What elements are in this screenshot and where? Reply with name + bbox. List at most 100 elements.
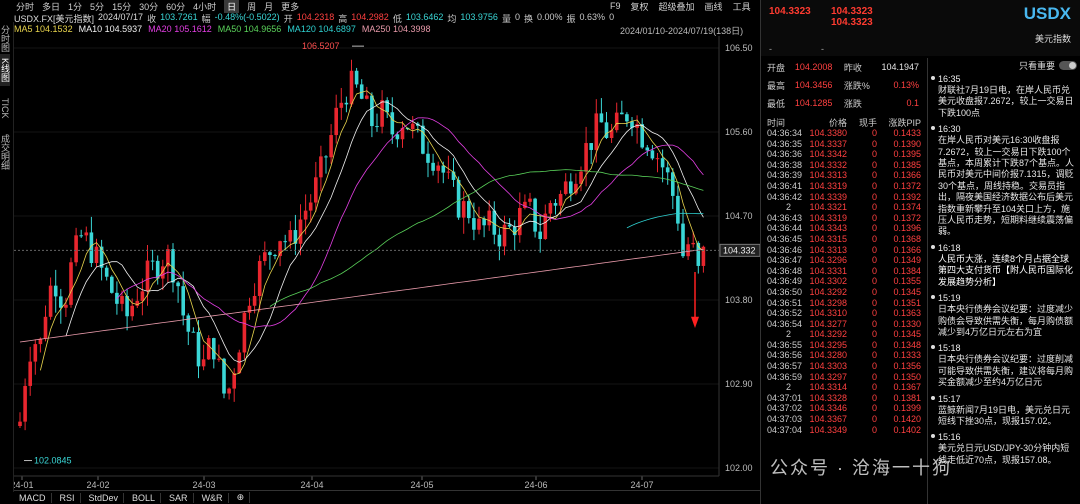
candle-body (359, 84, 364, 99)
menu-item-3[interactable]: 画线 (704, 1, 723, 12)
candle-body (497, 234, 502, 247)
candle-body (38, 338, 43, 345)
period-11[interactable]: 更多 (281, 1, 300, 12)
menu-item-2[interactable]: 超级叠加 (658, 1, 695, 12)
candle-body (431, 162, 435, 171)
news-body: 蓝鲸新闻7月19日电，美元兑日元短线下挫30点，现报157.02。 (938, 404, 1071, 426)
tick-price: 104.3313 (809, 170, 847, 181)
period-1[interactable]: 多日 (42, 1, 61, 12)
news-time: 15:18 (938, 343, 961, 354)
tick-row: 2 104.3292 0 0.1345 (761, 329, 926, 340)
ma-legend-1: MA10 104.5937 (79, 24, 143, 36)
candle-body (176, 282, 180, 287)
arrow-head-icon (691, 316, 699, 328)
symbol-name: 美元指数 (1034, 34, 1071, 44)
candle-body (181, 286, 185, 316)
tick-price: 104.3319 (809, 212, 847, 223)
indicator-tab-4[interactable]: SAR (164, 492, 194, 503)
period-9[interactable]: 周 (247, 1, 257, 12)
tab-trade-detail[interactable]: 成交明细 (0, 134, 10, 170)
tick-price: 104.3303 (809, 361, 847, 372)
news-dot-icon (931, 295, 935, 300)
candle-body (33, 344, 38, 362)
period-5[interactable]: 30分 (139, 1, 159, 12)
menu-item-4[interactable]: 工具 (732, 1, 751, 12)
news-item[interactable]: 15:19 日本央行债券会议纪要：过度减少购债会导致供需失衡，每月购债额减少到4万… (928, 291, 1080, 341)
tick-price: 104.3310 (809, 308, 847, 319)
tick-time: 04:36:49 (767, 276, 803, 287)
menu-item-0[interactable]: F9 (610, 1, 621, 11)
tab-tick[interactable]: TICK (0, 97, 10, 119)
news-item[interactable]: 15:16 美元兑日元USD/JPY-30分钟内短线走低近70点，现报157.08… (928, 430, 1080, 469)
quote-info-line: USDX.FX[美元指数] 2024/07/17 收 103.7261 幅 -0.4… (14, 12, 764, 24)
candle-body (48, 285, 53, 317)
ma-legend-5: MA250 104.3998 (362, 24, 431, 36)
tab-timeshare[interactable]: 分时图 (0, 24, 10, 52)
important-toggle[interactable]: 只看重要 (928, 58, 1080, 72)
news-body: 美元兑日元USD/JPY-30分钟内短线走低近70点，现报157.08。 (938, 443, 1070, 465)
indicator-tab-5[interactable]: W&R (197, 492, 229, 503)
news-item[interactable]: 16:18 人民币大涨，连续8个月占据全球第四大支付货币【附人民币国际化发展趋势分… (928, 241, 1080, 291)
tick-pip: 0.1392 (893, 191, 921, 202)
tick-price: 104.3319 (809, 180, 847, 191)
tick-time: 2 (785, 202, 791, 213)
stats-value: 104.2008 (794, 62, 833, 72)
candle-body (441, 165, 446, 173)
tick-time: 04:36:45 (767, 233, 803, 244)
period-0[interactable]: 分时 (16, 1, 35, 12)
tick-price: 104.3349 (809, 424, 847, 435)
period-4[interactable]: 15分 (112, 1, 132, 12)
candle-body (665, 167, 670, 173)
tick-list[interactable]: 时间 价格 现手 涨跌PIP 04:36:34 104.3380 0 0.1433 04… (761, 116, 926, 504)
news-time: 15:16 (938, 432, 961, 443)
period-3[interactable]: 5分 (90, 1, 105, 12)
news-item[interactable]: 16:30 在岸人民币对美元16:30收盘报7.2672，较上一交易日下跌100个… (928, 122, 1080, 241)
candle-body (94, 246, 99, 264)
indicator-tab-2[interactable]: StdDev (84, 492, 125, 503)
candle-body (558, 193, 563, 206)
period-2[interactable]: 1分 (68, 1, 83, 12)
ma-label: MA120 (287, 24, 316, 34)
tick-row: 04:36:42 104.3339 0 0.1392 (761, 192, 926, 203)
candle-body (303, 210, 308, 220)
dash-right: - (821, 44, 824, 54)
period-10[interactable]: 月 (264, 1, 274, 12)
tick-time: 04:36:48 (767, 265, 803, 276)
kline-chart[interactable]: 106.50 105.60 104.70 103.80 102.90 102.00 24-0… (10, 36, 761, 490)
news-item[interactable]: 15:18 日本央行债券会议纪要：过度削减可能导致供需失衡，建议将每月购买金额减少… (928, 341, 1080, 391)
news-feed[interactable]: 只看重要 16:35 财联社7月19日电，在岸人民币兑美元收盘报7.2672，较上… (927, 58, 1080, 504)
indicator-tab-1[interactable]: RSI (55, 492, 81, 503)
candle-body (308, 202, 313, 211)
candle-body (410, 123, 415, 130)
menu-item-1[interactable]: 复权 (630, 1, 649, 12)
indicator-tab-0[interactable]: MACD (14, 492, 52, 503)
period-8[interactable]: 日 (224, 0, 240, 13)
candle-body (130, 305, 134, 317)
tick-price: 104.3314 (809, 382, 847, 393)
period-6[interactable]: 60分 (166, 1, 186, 12)
tick-pip: 0.1384 (893, 265, 921, 276)
ma-label: MA10 (78, 24, 103, 34)
news-item[interactable]: 16:35 财联社7月19日电，在岸人民币兑美元收盘报7.2672，较上一交易日下… (928, 72, 1080, 122)
toggle-switch-icon[interactable] (1059, 60, 1077, 70)
tick-time: 04:36:47 (767, 255, 803, 266)
ma5-line (40, 90, 704, 376)
candle-body (365, 95, 369, 99)
candle-body (252, 295, 257, 306)
indicator-tab-6[interactable]: ⊕ (232, 492, 251, 503)
news-body: 人民币大涨，连续8个月占据全球第四大支付货币【附人民币国际化发展趋势分析】 (938, 253, 1074, 287)
candle-body (421, 125, 425, 154)
stats-label: 涨跌 (843, 98, 862, 109)
candle-body (329, 135, 333, 158)
tick-pip: 0.1433 (893, 128, 921, 138)
candle-body (640, 124, 644, 148)
period-7[interactable]: 4小时 (193, 1, 217, 12)
tab-kline[interactable]: K线图 (0, 54, 10, 86)
tick-pip: 0.1381 (893, 392, 921, 403)
tick-price: 104.3343 (809, 223, 847, 234)
tick-price: 104.3342 (809, 149, 847, 160)
indicator-tab-3[interactable]: BOLL (127, 492, 162, 503)
news-item[interactable]: 15:17 蓝鲸新闻7月19日电，美元兑日元短线下挫30点，现报157.02。 (928, 392, 1080, 431)
tick-price: 104.3367 (809, 414, 847, 425)
tick-volume: 0 (871, 255, 877, 266)
